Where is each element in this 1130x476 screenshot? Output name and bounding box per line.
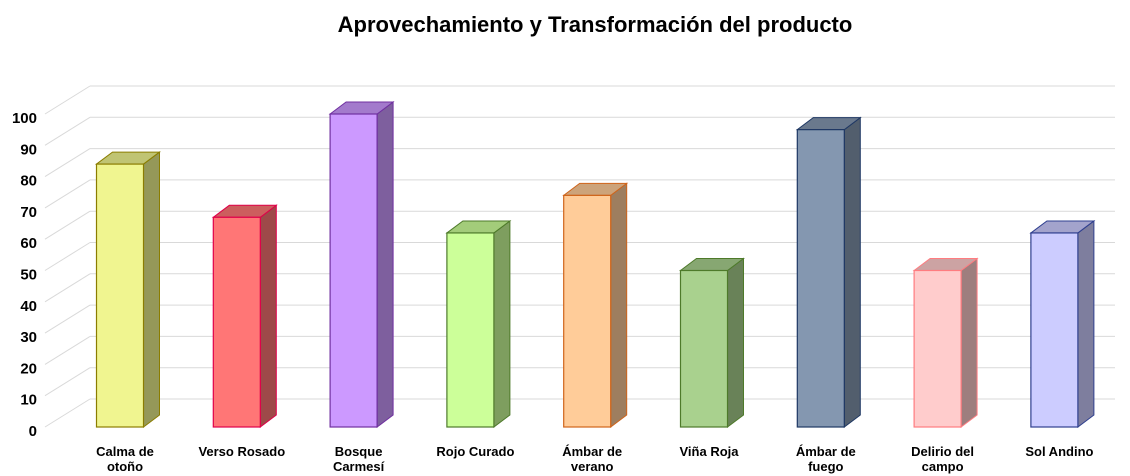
bar-side	[376, 101, 394, 428]
grid-line	[44, 335, 91, 365]
bar-side	[960, 257, 978, 428]
x-tick-label: Ámbar de verano	[562, 444, 623, 474]
grid-line	[44, 85, 91, 115]
y-tick-label: 0	[29, 423, 37, 440]
bar	[212, 216, 261, 428]
y-tick-label: 20	[20, 360, 37, 377]
bar	[329, 113, 378, 428]
bar	[796, 129, 845, 428]
bar	[563, 194, 612, 428]
grid-line	[44, 116, 91, 146]
bar	[95, 163, 145, 428]
bar-side	[843, 116, 861, 428]
chart-title: Aprovechamiento y Transformación del pro…	[338, 12, 853, 37]
y-tick-label: 10	[20, 392, 37, 409]
grid-line	[44, 304, 91, 334]
x-tick-label: Verso Rosado	[198, 444, 286, 459]
bar-side	[727, 257, 744, 428]
bar-side	[143, 151, 160, 428]
grid-line	[44, 242, 91, 271]
bar	[1030, 232, 1079, 428]
grid-line	[44, 148, 91, 178]
x-tick-label: Delirio del campo	[911, 444, 975, 474]
y-tick-label: 90	[20, 141, 37, 158]
grid-line	[44, 367, 91, 397]
y-tick-label: 40	[20, 298, 37, 315]
y-tick-label: 50	[20, 266, 37, 283]
x-tick-label: Rojo Curado	[436, 444, 515, 459]
bar	[446, 232, 495, 428]
grid-line	[44, 273, 91, 303]
bar-side	[1077, 219, 1095, 428]
bar-side	[259, 204, 277, 428]
bar-side	[610, 182, 628, 428]
y-tick-label: 70	[20, 204, 37, 221]
y-tick-label: 80	[20, 173, 37, 190]
x-tick-label: Sol Andino	[1025, 444, 1094, 459]
bar-side	[493, 219, 511, 428]
x-tick-label: Calma de otoño	[96, 444, 154, 474]
grid-line	[44, 398, 91, 428]
grid-line	[44, 179, 91, 209]
y-tick-label: 30	[20, 329, 37, 346]
x-tick-label: Ámbar de fuego	[795, 444, 856, 474]
y-tick-label: 60	[20, 235, 37, 252]
bar	[679, 269, 729, 428]
x-tick-label: Bosque Carmesí	[332, 444, 385, 474]
x-tick-label: Viña Roja	[679, 444, 739, 459]
grid-line	[44, 210, 91, 240]
y-tick-label: 100	[12, 110, 37, 127]
bar	[913, 269, 962, 428]
